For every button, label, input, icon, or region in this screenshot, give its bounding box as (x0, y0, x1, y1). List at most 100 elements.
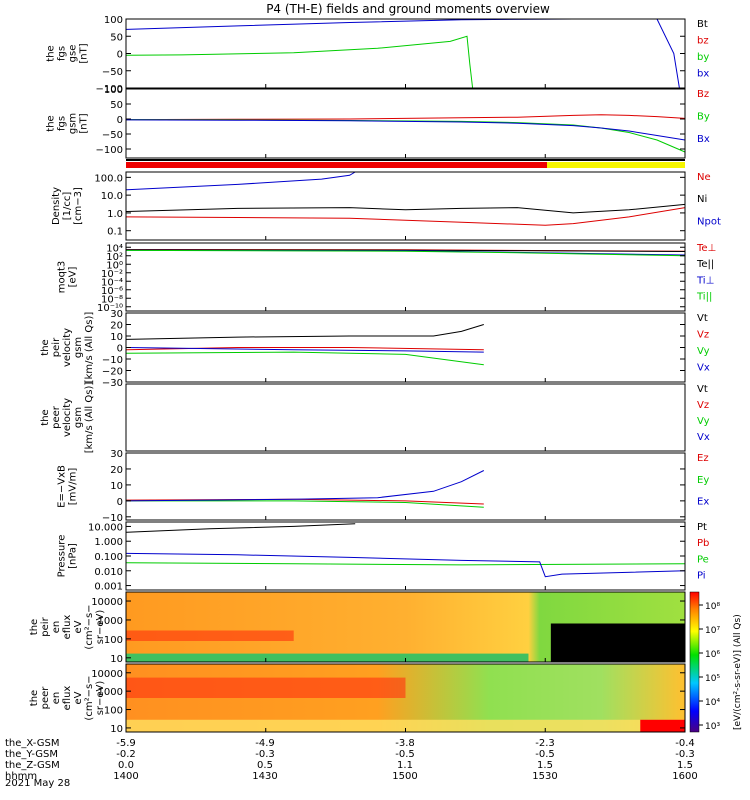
legend-peir_vel-3: Vx (697, 362, 710, 373)
legend-moqt3-3: Ti|| (696, 292, 712, 303)
y-axis-label: thepeerenefluxeV(cm²−s−sr−eV) (29, 675, 106, 720)
panel-frame (125, 171, 686, 241)
y-tick-label: 10² (106, 252, 123, 263)
y-tick-label: 10⁻² (101, 269, 123, 280)
y-tick-label: −10 (102, 513, 123, 524)
legend-density-2: Npot (697, 216, 721, 227)
colorbar-tick-label: 10³ (705, 722, 720, 732)
orbit-value: -0.3 (675, 749, 695, 760)
y-tick-label: −20 (102, 367, 123, 378)
panel-frame (125, 452, 686, 521)
panel-frame (125, 18, 686, 89)
colorbar-tick-label: 10⁵ (705, 674, 720, 684)
y-tick-label: −50 (102, 130, 123, 141)
y-tick-label: 0.100 (94, 552, 123, 563)
y-tick-label: 0.010 (94, 567, 123, 578)
orbit-value: 0.5 (257, 760, 273, 771)
y-axis-label: thefgsgse[nT] (46, 43, 90, 63)
orbit-value: 1.5 (537, 760, 553, 771)
legend-moqt3-0: Te⊥ (696, 243, 716, 254)
y-tick-label: 10⁰ (106, 260, 123, 271)
legend-peir_vel-1: Vz (697, 329, 709, 340)
panel-frame (125, 312, 686, 383)
orbit-value: -4.9 (255, 738, 275, 749)
panel-peir_eflux: 10000 1000 100 10 thepeirenefluxeV(cm²−s−sr−… (29, 591, 686, 665)
legend-peir_vel-2: Vy (697, 346, 710, 357)
series-pressure-3 (125, 552, 686, 578)
panel-density: 100.0 10.0 1.0 0.1 Density[1/cc][cm−3] Ne Ni Np… (51, 171, 721, 241)
orbit-value: 1600 (672, 771, 697, 782)
legend-fgs_gse-3: bx (697, 68, 709, 79)
orbit-value: 1400 (113, 771, 138, 782)
panel-frame (125, 521, 686, 591)
y-tick-label: 1.000 (94, 537, 123, 548)
y-tick-label: 0 (117, 497, 123, 508)
y-tick-label: 10000 (91, 597, 123, 608)
panel-frame (125, 88, 686, 159)
y-tick-label: 10 (110, 654, 123, 665)
series-fgs_gsm-1 (125, 119, 686, 153)
orbit-value: -0.3 (255, 749, 275, 760)
colorbar-tick-label: 10⁶ (705, 650, 720, 660)
y-tick-label: 30 (110, 449, 123, 460)
y-tick-label: 20 (110, 465, 123, 476)
y-tick-label: 20 (110, 321, 123, 332)
series-pressure-0 (125, 523, 356, 533)
y-axis-label: Density[1/cc][cm−3] (51, 187, 84, 225)
y-tick-label: 0 (117, 50, 123, 61)
legend-fgs_gse-2: by (697, 52, 709, 63)
y-tick-label: 0.1 (107, 227, 123, 238)
orbit-value: -0.4 (675, 738, 695, 749)
series-density-0 (125, 207, 686, 226)
orbit-value: -0.5 (535, 749, 555, 760)
legend-peer_vel-0: Vt (697, 384, 708, 395)
y-tick-label: 0.001 (94, 582, 123, 593)
series-moqt3-3 (125, 249, 686, 257)
date-label: 2021 May 28 (5, 778, 70, 789)
y-tick-label: −30 (102, 378, 123, 389)
legend-efield-0: Ez (697, 453, 709, 464)
y-axis-label: moqt3[eV] (57, 261, 79, 294)
legend-fgs_gsm-2: Bx (697, 134, 710, 145)
orbit-value: 1.5 (677, 760, 693, 771)
y-tick-label: 10.000 (88, 522, 123, 533)
y-tick-label: −100 (96, 145, 123, 156)
series-efield-1 (126, 500, 484, 508)
panel-efield: 30 20 10 0 −10 E=−VxB[mV/m] Ez Ey Ex (57, 449, 710, 524)
y-tick-label: 1.0 (107, 209, 123, 220)
series-fgs_gse-3 (125, 18, 680, 89)
orbit-value: 1430 (252, 771, 277, 782)
status-bar-black (126, 159, 685, 161)
orbit-value: -0.2 (116, 749, 136, 760)
series-density-2 (125, 171, 356, 191)
legend-pressure-1: Pb (697, 538, 709, 549)
y-tick-label: 1000 (98, 616, 123, 627)
panel-peer_eflux: 10000 1000 100 10 thepeerenefluxeV(cm²−s−sr−… (29, 663, 686, 735)
series-density-1 (125, 203, 686, 214)
orbit-value: 1530 (532, 771, 557, 782)
orbit-label: the_Z-GSM (5, 760, 60, 771)
legend-fgs_gsm-1: By (697, 112, 710, 123)
orbit-label: hhmm (5, 771, 37, 782)
legend-density-1: Ni (697, 194, 707, 205)
legend-moqt3-2: Ti⊥ (696, 275, 714, 286)
figure-title: P4 (TH-E) fields and ground moments over… (266, 2, 550, 16)
orbit-value: -0.5 (395, 749, 415, 760)
legend-moqt3-1: Te|| (696, 259, 714, 270)
y-tick-label: 50 (110, 32, 123, 43)
orbit-label: the_X-GSM (5, 738, 59, 749)
y-tick-label: 100 (104, 85, 123, 96)
y-tick-label: 30 (110, 309, 123, 320)
y-tick-label: 100.0 (94, 173, 123, 184)
orbit-value: 1.1 (397, 760, 413, 771)
y-tick-label: 10⁻⁸ (101, 294, 123, 305)
y-axis-label: thepeirvelocitygsm[km/s (All Qs)] (40, 312, 95, 384)
legend-peer_vel-1: Vz (697, 400, 709, 411)
y-tick-label: 10 (110, 332, 123, 343)
legend-efield-1: Ey (697, 475, 709, 486)
panel-peer_vel: thepeervelocitygsm[km/s (All Qs)] Vt Vz Vy V… (40, 382, 710, 454)
panel-fgs_gse: 100 50 0 −50 −100 thefgsgse[nT] Bt bz by bx (46, 15, 710, 95)
y-tick-label: 10⁻⁶ (101, 286, 123, 297)
